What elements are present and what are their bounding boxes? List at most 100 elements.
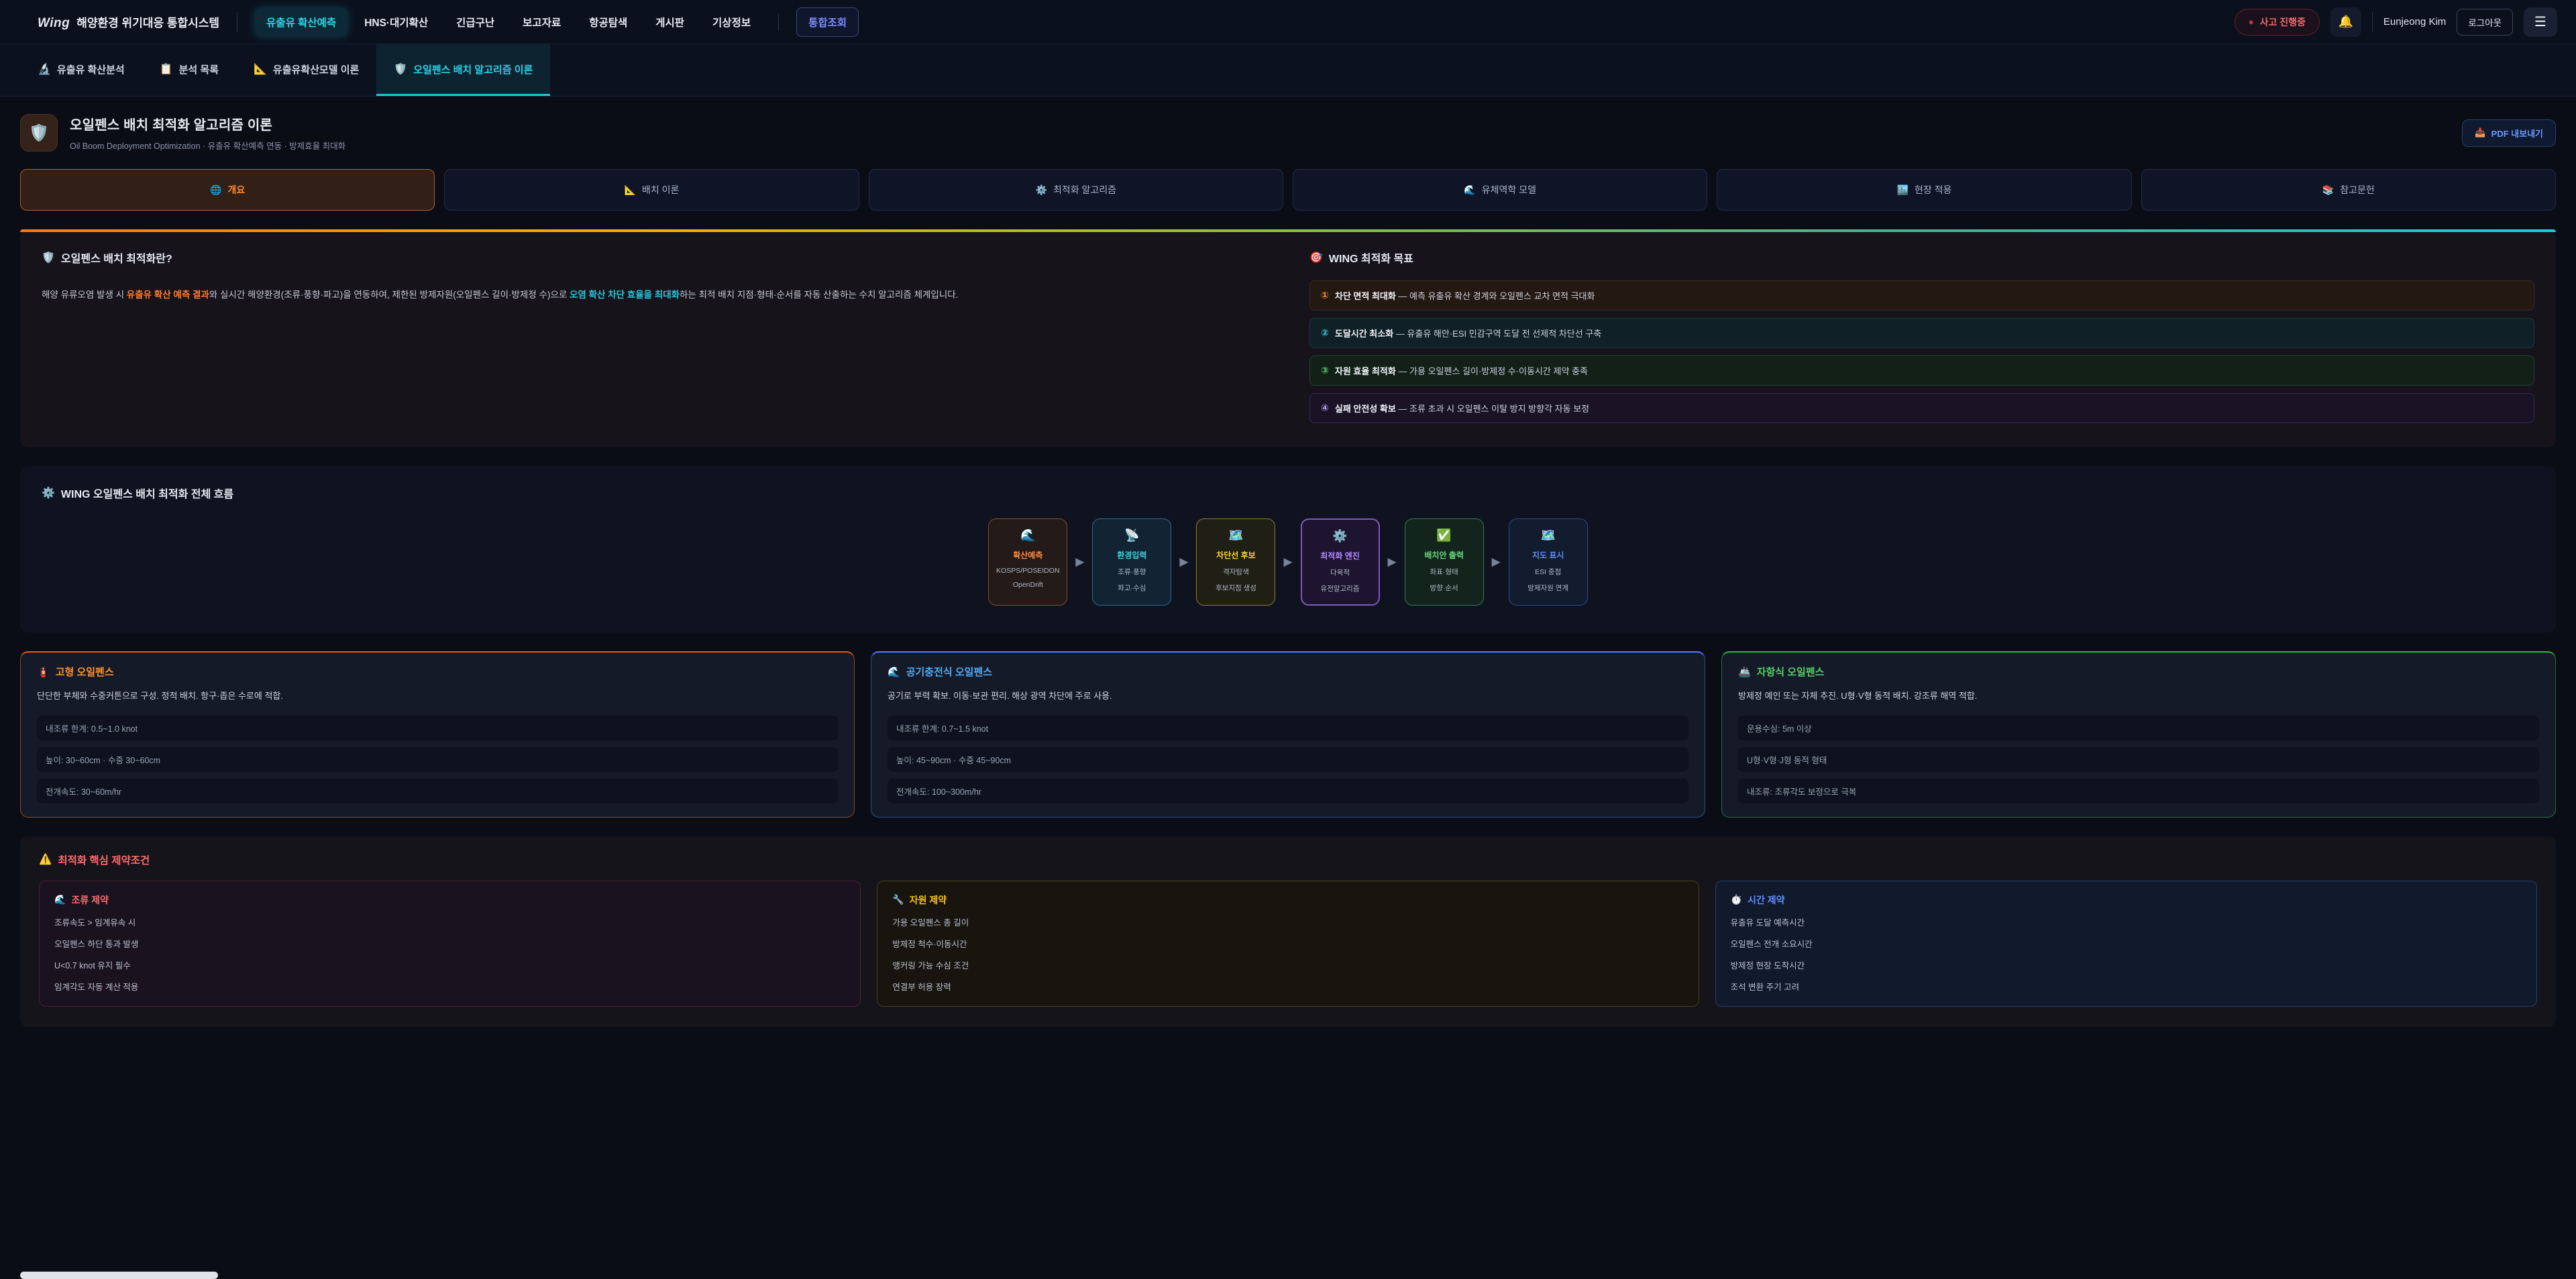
subtab-boom-algorithm-theory[interactable]: 🛡️ 오일펜스 배치 알고리즘 이론 bbox=[376, 44, 551, 96]
spec-row: U형·V형·J형 동적 형태 bbox=[1738, 746, 2539, 772]
spec-row: 내조류: 조류각도 보정으로 극복 bbox=[1738, 778, 2539, 803]
spec-row: 내조류 한계: 0.5~1.0 knot bbox=[37, 715, 838, 740]
header-right: ● 사고 진행중 🔔 Eunjeong Kim 로그아웃 ☰ bbox=[2234, 7, 2557, 37]
bell-icon: 🔔 bbox=[2338, 15, 2354, 28]
highlight-prediction-result: 유출유 확산 예측 결과 bbox=[126, 290, 209, 300]
boom-card-self-propelled: 🚢 자항식 오일펜스 방제정 예인 또는 자체 추진. U형·V형 동적 배치.… bbox=[1721, 651, 2556, 818]
logo-wordmark: Wing bbox=[38, 15, 70, 30]
notification-button[interactable]: 🔔 bbox=[2330, 7, 2361, 37]
tab-hydrodynamics-model[interactable]: 🌊 유체역학 모델 bbox=[1292, 169, 1708, 211]
nav-item-rescue[interactable]: 긴급구난 bbox=[456, 17, 495, 29]
app-logo: Wing 해양환경 위기대응 통합시스템 bbox=[38, 13, 219, 31]
constraint-item: 조석 변환 주기 고려 bbox=[1730, 982, 1800, 992]
subtab-analysis-list[interactable]: 📋 분석 목록 bbox=[142, 44, 236, 96]
flow-step-line: OpenDrift bbox=[1012, 581, 1043, 589]
boom-title-text: 고형 오일펜스 bbox=[55, 667, 114, 678]
subtab-diffusion-model-theory[interactable]: 📐 유출유확산모델 이론 bbox=[236, 44, 376, 96]
goal-label: 도달시간 최소화 bbox=[1334, 329, 1394, 339]
nav-item-weather[interactable]: 기상정보 bbox=[712, 17, 751, 29]
circled-number-icon: ② bbox=[1321, 327, 1329, 338]
nav-item-aerial-search[interactable]: 항공탐색 bbox=[589, 17, 628, 29]
boom-desc: 공기로 부력 확보. 이동·보관 편리. 해상 광역 차단에 주로 사용. bbox=[888, 691, 1112, 701]
system-name: 해양환경 위기대응 통합시스템 bbox=[76, 16, 220, 30]
constraint-title-text: 자원 제약 bbox=[909, 894, 947, 905]
flow-panel: ⚙️ WING 오일펜스 배치 최적화 전체 흐름 🌊 확산예측 KOSPS/P… bbox=[20, 466, 2556, 632]
main-nav: 유출유 확산예측 HNS·대기확산 긴급구난 보고자료 항공탐색 게시판 기상정… bbox=[255, 7, 859, 37]
nav-item-reports[interactable]: 보고자료 bbox=[523, 17, 561, 29]
wave-icon: 🌊 bbox=[1464, 184, 1476, 195]
triangle-ruler-icon: 📐 bbox=[254, 64, 267, 75]
what-is-column: 🛡️ 오일펜스 배치 최적화란? 해양 유류오염 발생 시 유출유 확산 예측 … bbox=[42, 249, 1267, 423]
constraints-panel: ⚠️ 최적화 핵심 제약조건 🌊 조류 제약 조류속도 > 임계유속 시 오일펜… bbox=[20, 836, 2556, 1027]
status-dot-icon: ● bbox=[2248, 17, 2254, 27]
constraint-card-current: 🌊 조류 제약 조류속도 > 임계유속 시 오일펜스 하단 통과 발생 U<0.… bbox=[39, 880, 861, 1007]
boom-desc: 단단한 부체와 수중커튼으로 구성. 정적 배치. 항구·좁은 수로에 적합. bbox=[37, 691, 283, 701]
user-name: Eunjeong Kim bbox=[2383, 16, 2447, 27]
user-divider bbox=[2371, 11, 2373, 32]
subtab-label: 오일펜스 배치 알고리즘 이론 bbox=[413, 64, 533, 76]
nav-item-board[interactable]: 게시판 bbox=[655, 17, 685, 29]
logout-button[interactable]: 로그아웃 bbox=[2457, 8, 2513, 36]
flow-step-optimization-engine: ⚙️ 최적화 엔진 다목적 유전알고리즘 bbox=[1300, 518, 1380, 606]
goal-text: 도달시간 최소화 — 유출유 해안·ESI 민감구역 도달 전 선제적 차단선 … bbox=[1335, 327, 1601, 339]
arrow-right-icon: ▶ bbox=[1075, 555, 1085, 568]
constraint-item: 오일펜스 하단 통과 발생 bbox=[54, 939, 139, 949]
wave-icon: 🌊 bbox=[1020, 529, 1036, 542]
spec-row: 높이: 30~60cm · 수중 30~60cm bbox=[37, 746, 838, 772]
goals-title: WING 최적화 목표 bbox=[1328, 254, 1413, 265]
constraint-item: 오일펜스 전개 소요시간 bbox=[1730, 939, 1813, 949]
gear-icon: ⚙️ bbox=[1332, 529, 1348, 543]
constraint-item: 방제정 현장 도착시간 bbox=[1730, 960, 1805, 970]
subtab-label: 유출유 확산분석 bbox=[56, 64, 125, 76]
shield-icon: 🛡️ bbox=[29, 123, 49, 142]
goal-label: 자원 효율 최적화 bbox=[1334, 366, 1396, 376]
circled-number-icon: ④ bbox=[1321, 402, 1329, 413]
tab-optimization-algorithm[interactable]: ⚙️ 최적화 알고리즘 bbox=[868, 169, 1283, 211]
tab-deployment-theory[interactable]: 📐 배치 이론 bbox=[444, 169, 859, 211]
overview-panel: 🛡️ 오일펜스 배치 최적화란? 해양 유류오염 발생 시 유출유 확산 예측 … bbox=[20, 229, 2556, 447]
incident-badge-label: 사고 진행중 bbox=[2259, 16, 2306, 27]
nav-item-oil-spill-prediction[interactable]: 유출유 확산예측 bbox=[255, 7, 348, 36]
flow-step-line: 후보지점 생성 bbox=[1216, 584, 1256, 592]
tab-label: 최적화 알고리즘 bbox=[1053, 184, 1117, 195]
subtab-spill-analysis[interactable]: 🔬 유출유 확산분석 bbox=[20, 44, 142, 96]
pdf-export-button[interactable]: 📥 PDF 내보내기 bbox=[2462, 119, 2556, 147]
shield-icon: 🛡️ bbox=[394, 64, 408, 75]
constraint-card-resource: 🔧 자원 제약 가용 오일펜스 총 길이 방제정 척수·이동시간 앵커링 가능 … bbox=[877, 880, 1699, 1007]
hamburger-icon: ☰ bbox=[2534, 15, 2546, 30]
flow-step-line: 좌표·형태 bbox=[1430, 568, 1458, 576]
goal-desc: — 조류 초과 시 오일펜스 이탈 방지 방향각 자동 보정 bbox=[1395, 404, 1590, 414]
horizontal-scrollbar[interactable] bbox=[20, 1272, 218, 1279]
stopwatch-icon: ⏱️ bbox=[1730, 894, 1743, 905]
tab-overview[interactable]: 🌐 개요 bbox=[20, 169, 435, 211]
tab-label: 배치 이론 bbox=[642, 184, 680, 195]
constraint-item: 유출유 도달 예측시간 bbox=[1730, 917, 1805, 928]
spec-row: 내조류 한계: 0.7~1.5 knot bbox=[888, 715, 1688, 740]
tab-field-application[interactable]: 🏙️ 현장 적용 bbox=[1717, 169, 2132, 211]
microscope-icon: 🔬 bbox=[38, 64, 51, 75]
nav-item-integrated-search[interactable]: 통합조회 bbox=[796, 7, 859, 37]
incident-status-badge[interactable]: ● 사고 진행중 bbox=[2234, 8, 2320, 36]
goal-list: ① 차단 면적 최대화 — 예측 유출유 확산 경계와 오일펜스 교차 면적 극… bbox=[1309, 280, 2534, 423]
title-shield-icon: 🛡️ bbox=[20, 114, 58, 152]
flow-step-line: 파고·수심 bbox=[1118, 584, 1146, 592]
flow-step-line: 방향·순서 bbox=[1430, 584, 1458, 592]
goals-column: 🎯 WING 최적화 목표 ① 차단 면적 최대화 — 예측 유출유 확산 경계… bbox=[1309, 249, 2534, 423]
tab-references[interactable]: 📚 참고문헌 bbox=[2141, 169, 2556, 211]
boom-card-solid: 🧯 고형 오일펜스 단단한 부체와 수중커튼으로 구성. 정적 배치. 항구·좁… bbox=[20, 651, 855, 818]
constraints-heading: ⚠️ 최적화 핵심 제약조건 bbox=[39, 852, 2537, 867]
flow-step-title: 지도 표시 bbox=[1532, 551, 1564, 560]
tab-label: 개요 bbox=[227, 184, 246, 195]
nav-item-hns[interactable]: HNS·대기확산 bbox=[364, 17, 429, 29]
fire-extinguisher-icon: 🧯 bbox=[37, 666, 50, 678]
tab-label: 현장 적용 bbox=[1914, 184, 1952, 195]
arrow-right-icon: ▶ bbox=[1179, 555, 1189, 568]
flow-step-line: KOSPS/POSEIDON bbox=[996, 567, 1060, 575]
books-icon: 📚 bbox=[2322, 184, 2334, 195]
flow-step-deployment-output: ✅ 배치안 출력 좌표·형태 방향·순서 bbox=[1404, 518, 1484, 606]
flow-step-map-display: 🗺️ 지도 표시 ESI 중첩 방제자원 연계 bbox=[1508, 518, 1588, 606]
flow-step-diffusion-prediction: 🌊 확산예측 KOSPS/POSEIDON OpenDrift bbox=[988, 518, 1068, 606]
check-icon: ✅ bbox=[1436, 529, 1452, 542]
menu-button[interactable]: ☰ bbox=[2524, 7, 2557, 37]
goal-text: 자원 효율 최적화 — 가용 오일펜스 길이·방제정 수·이동시간 제약 충족 bbox=[1335, 364, 1588, 377]
